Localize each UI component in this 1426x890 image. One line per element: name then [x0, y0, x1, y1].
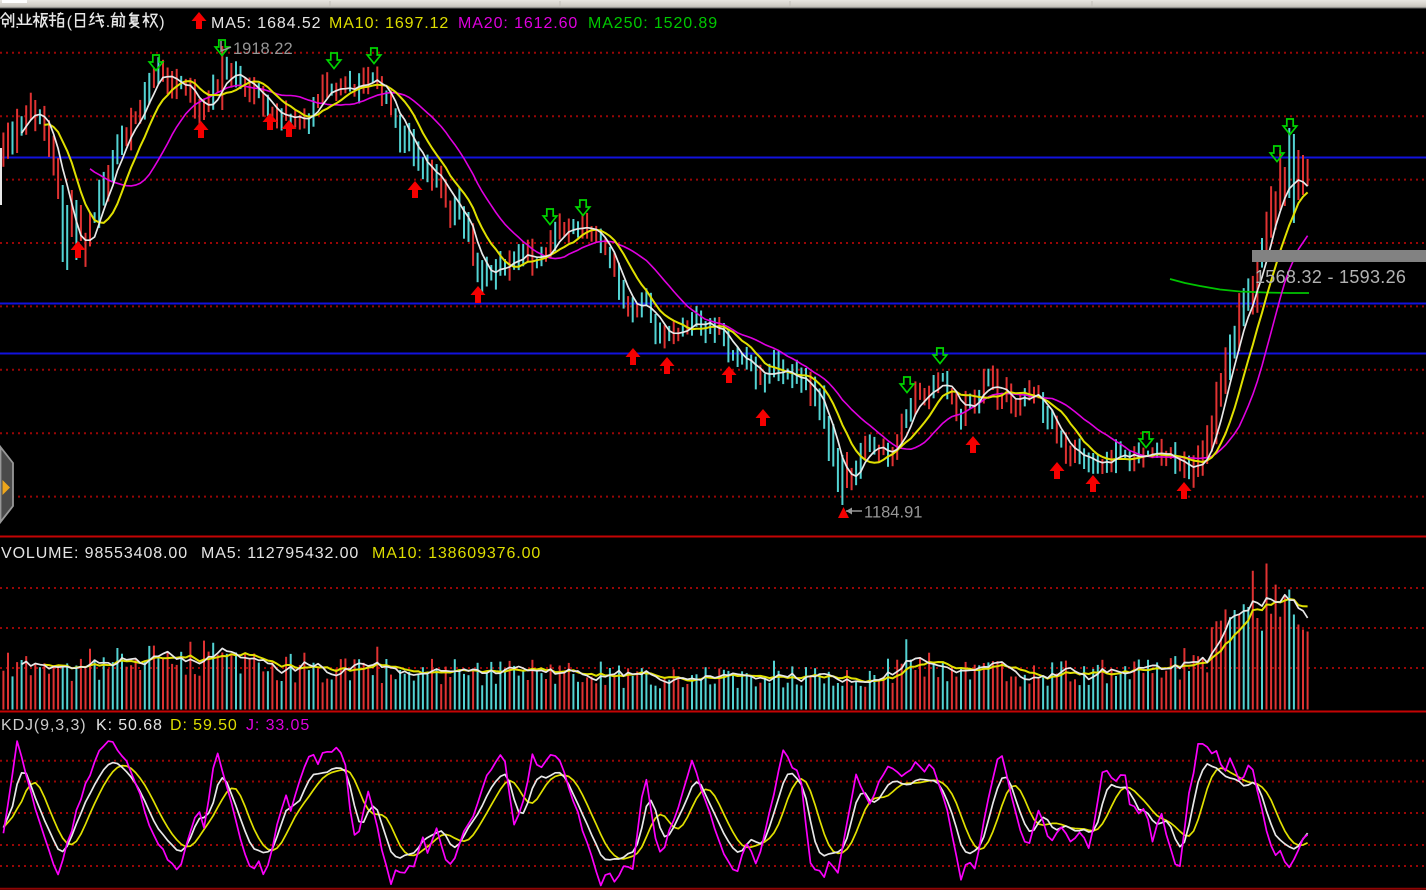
- svg-text:MA250: 1520.89: MA250: 1520.89: [588, 15, 718, 32]
- svg-text:1568.32 - 1593.26: 1568.32 - 1593.26: [1255, 267, 1406, 287]
- svg-text:VOLUME: 98553408.00: VOLUME: 98553408.00: [1, 545, 188, 562]
- svg-text:1918.22: 1918.22: [233, 40, 293, 58]
- svg-text:MA20: 1612.60: MA20: 1612.60: [458, 15, 578, 32]
- svg-text:KDJ(9,3,3): KDJ(9,3,3): [1, 717, 86, 734]
- svg-text:1184.91: 1184.91: [864, 504, 922, 522]
- svg-text:): ): [159, 14, 164, 31]
- svg-text:MA5: 1684.52: MA5: 1684.52: [211, 15, 321, 32]
- svg-text:MA10: 1697.12: MA10: 1697.12: [329, 15, 449, 32]
- svg-text:(: (: [67, 14, 73, 31]
- svg-text:MA5: 112795432.00: MA5: 112795432.00: [201, 545, 359, 562]
- svg-text:D: 59.50: D: 59.50: [170, 717, 238, 734]
- svg-text:MA10: 138609376.00: MA10: 138609376.00: [372, 545, 541, 562]
- svg-text:K: 50.68: K: 50.68: [96, 717, 163, 734]
- svg-text:.: .: [106, 14, 110, 31]
- svg-text:J: 33.05: J: 33.05: [246, 717, 310, 734]
